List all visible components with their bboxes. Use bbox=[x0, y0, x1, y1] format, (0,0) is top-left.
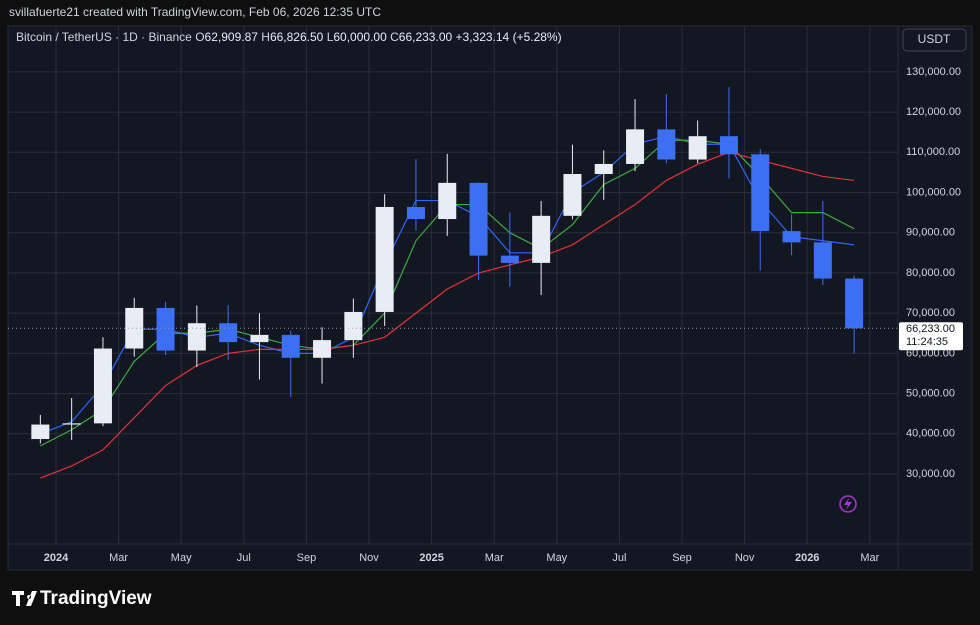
candle-body bbox=[125, 307, 144, 349]
x-tick-label: Mar bbox=[109, 552, 128, 564]
x-tick-label: 2025 bbox=[419, 552, 443, 564]
candle-body bbox=[626, 129, 645, 164]
ohlc-key: O bbox=[195, 30, 204, 44]
candle-body bbox=[219, 323, 238, 343]
ohlc-value: 62,909.87 bbox=[205, 30, 259, 44]
y-tick-label: 100,000.00 bbox=[906, 186, 961, 198]
y-tick-label: 130,000.00 bbox=[906, 66, 961, 78]
y-tick-label: 120,000.00 bbox=[906, 106, 961, 118]
candle-body bbox=[751, 154, 770, 232]
plot: 30,000.00 40,000.00 50,000.00 60,000.00 70,0… bbox=[8, 26, 963, 564]
candle-body bbox=[594, 163, 613, 174]
logo-text: TradingView bbox=[40, 588, 152, 609]
candle-body bbox=[500, 255, 519, 263]
candle-body bbox=[187, 323, 206, 351]
x-tick-label: Nov bbox=[359, 552, 379, 564]
candle-body bbox=[93, 348, 112, 424]
legend: Bitcoin / TetherUS · 1D · Binance O62,90… bbox=[16, 30, 562, 44]
y-tick-label: 30,000.00 bbox=[906, 468, 955, 480]
y-tick-label: 110,000.00 bbox=[906, 146, 960, 158]
last-price-tag bbox=[899, 322, 963, 351]
alert-bolt bbox=[844, 498, 852, 510]
candle-body bbox=[813, 242, 832, 279]
candle-body bbox=[156, 307, 175, 351]
chart-panel bbox=[7, 25, 973, 571]
symbol: Bitcoin / TetherUS · 1D · Binance bbox=[16, 30, 192, 44]
candle-body bbox=[31, 424, 50, 440]
ohlc-value: 66,233.00 bbox=[399, 30, 453, 44]
candle-body bbox=[688, 136, 707, 160]
candle-body bbox=[438, 182, 457, 220]
candle-body bbox=[250, 334, 269, 343]
candle-body bbox=[845, 278, 864, 329]
x-tick-label: May bbox=[546, 552, 567, 564]
ohlc-key: C bbox=[390, 30, 399, 44]
candle-body bbox=[657, 129, 676, 160]
x-tick-label: Mar bbox=[860, 552, 879, 564]
logo: TradingView bbox=[12, 588, 152, 609]
y-tick-label: 50,000.00 bbox=[906, 387, 955, 399]
ohlc-key: L bbox=[327, 30, 334, 44]
ohlc-value: 66,826.50 bbox=[270, 30, 324, 44]
y-tick-label: 90,000.00 bbox=[906, 227, 955, 239]
alert-icon[interactable] bbox=[839, 495, 857, 513]
ohlc-value: 60,000.00 bbox=[333, 30, 387, 44]
x-tick-label: Mar bbox=[485, 552, 504, 564]
x-tick-label: 2026 bbox=[795, 552, 819, 564]
x-tick-label: Nov bbox=[735, 552, 755, 564]
x-tick-label: Jul bbox=[237, 552, 251, 564]
y-tick-label: 70,000.00 bbox=[906, 307, 955, 319]
countdown: 11:24:35 bbox=[906, 336, 948, 348]
candle-body bbox=[62, 423, 81, 425]
candle-body bbox=[375, 206, 394, 312]
x-tick-label: Sep bbox=[672, 552, 692, 564]
logo-mark bbox=[12, 591, 37, 606]
candle-body bbox=[281, 334, 300, 358]
last-price-label: 66,233.00 bbox=[906, 323, 955, 335]
candle-body bbox=[563, 174, 582, 216]
currency: USDT bbox=[918, 32, 951, 46]
y-tick-label: 80,000.00 bbox=[906, 267, 955, 279]
candle-body bbox=[469, 182, 488, 256]
change: +3,323.14 (+5.28%) bbox=[456, 30, 562, 44]
candle-body bbox=[532, 215, 551, 263]
candle-body bbox=[782, 231, 801, 243]
x-tick-label: 2024 bbox=[44, 552, 69, 564]
ohlc-key: H bbox=[261, 30, 270, 44]
currency-box[interactable] bbox=[902, 28, 967, 52]
x-tick-label: Sep bbox=[297, 552, 317, 564]
candle-body bbox=[406, 206, 425, 220]
attribution: svillafuerte21 created with TradingView.… bbox=[9, 5, 381, 19]
x-tick-label: May bbox=[171, 552, 192, 564]
candle-body bbox=[719, 136, 738, 155]
y-tick-label: 40,000.00 bbox=[906, 428, 955, 440]
candle-body bbox=[344, 311, 363, 341]
x-tick-label: Jul bbox=[612, 552, 626, 564]
moving-average bbox=[40, 151, 855, 479]
candle-body bbox=[313, 340, 332, 358]
